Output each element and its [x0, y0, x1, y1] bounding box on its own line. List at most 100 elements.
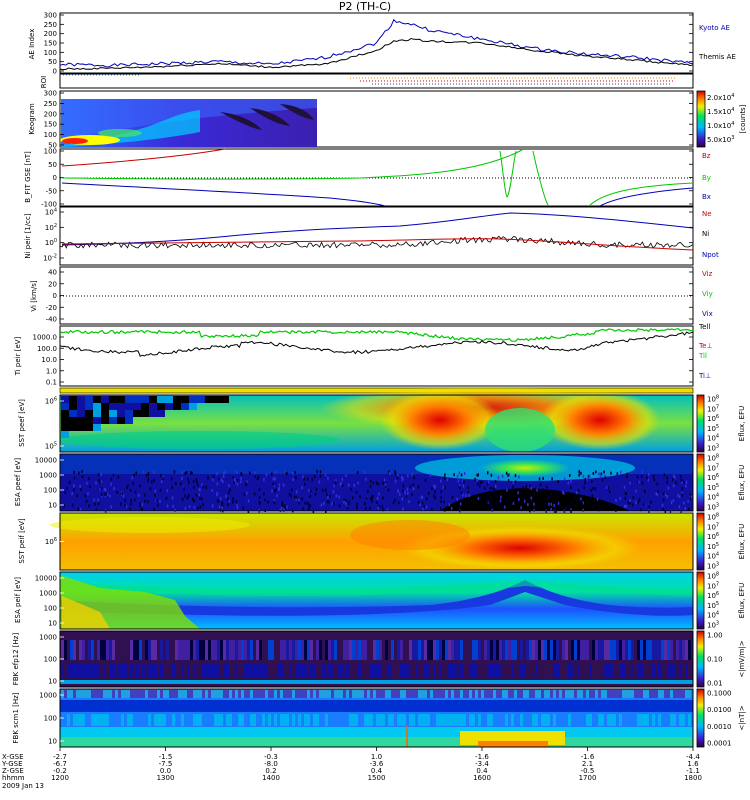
esa-e-speck [394, 479, 397, 483]
fbk-e-stripe [109, 663, 112, 677]
fbk-b-stripe [433, 690, 436, 698]
esa-e-speck [462, 484, 465, 488]
fbk-b-stripe [442, 690, 445, 698]
esa-e-speck [675, 481, 677, 485]
fbk-e-stripe [685, 640, 688, 660]
fbk-b-stripe [151, 714, 154, 726]
fbk-e-stripe [61, 663, 64, 677]
esa-e-speck [527, 503, 529, 507]
fbk-e-stripe [307, 640, 310, 660]
esa-e-speck [193, 485, 195, 489]
esa-e-speck [492, 486, 494, 490]
fbk-e-stripe [508, 663, 511, 677]
ytick-label: 102 [45, 223, 57, 232]
esa-e-speck [635, 489, 637, 493]
xtick-label: -6.7 [53, 760, 67, 768]
fbk-b-stripe [343, 690, 346, 698]
fbk-b-stripe [295, 714, 298, 726]
esa-e-speck [459, 502, 462, 506]
fbk-e-stripe [616, 663, 619, 677]
fbk-e-stripe [142, 663, 145, 677]
esa-e-speck [487, 492, 490, 496]
esa-e-speck [457, 479, 460, 483]
fbk-e-stripe [202, 663, 205, 677]
esa-e-speck [624, 497, 626, 501]
esa-e-speck [563, 477, 566, 481]
fbk-b-stripe [616, 690, 619, 698]
ne-line [61, 238, 694, 251]
fbk-e-stripe [544, 663, 547, 677]
fbk-b-stripe [481, 690, 484, 698]
esa-e-speck [141, 507, 144, 511]
fbk-b-stripe [586, 714, 589, 726]
fbk-b-stripe [334, 690, 337, 698]
fbk-b-stripe [454, 690, 457, 698]
esa-e-speck [655, 492, 657, 496]
esa-e-speck [225, 494, 227, 498]
esa-e-speck [440, 490, 442, 494]
fbk-b-stripe [184, 690, 187, 698]
esa-e-speck [606, 486, 608, 489]
fbk-b-stripe [82, 690, 85, 698]
esa-e-speck [595, 470, 597, 474]
fbk-e-stripe [577, 640, 580, 660]
esa-e-speck [592, 472, 595, 475]
fbk-e-stripe [598, 640, 601, 660]
fbk-b-stripe [355, 714, 358, 726]
fbk-b-stripe [265, 690, 268, 698]
fbk-b-stripe [400, 690, 403, 698]
esa-e-speck [440, 500, 442, 504]
fbk-b-stripe [526, 714, 529, 726]
esa-e-speck [471, 497, 473, 501]
esa-e-speck [476, 473, 478, 477]
esa-e-speck [542, 477, 544, 480]
fbk-e-stripe [652, 640, 655, 660]
fbk-b-stripe [505, 714, 508, 726]
x-row-label-ygse: Y-GSE [1, 760, 23, 768]
fbk-e-stripe [595, 663, 598, 677]
fbk-e-stripe [154, 663, 157, 677]
fbk-e-stripe [445, 640, 448, 660]
fbk-e-stripe [100, 663, 103, 677]
esa-e-speck [356, 502, 358, 506]
fbk-b-stripe [277, 690, 280, 698]
esa-e-speck [228, 491, 230, 495]
esa-e-speck [222, 480, 224, 484]
esa-e-speck [311, 478, 313, 481]
esa-e-speck [555, 492, 557, 496]
fbk-e-stripe [94, 663, 97, 677]
fbk-e-stripe [244, 640, 247, 660]
esa-e-speck [201, 483, 203, 487]
esa-e-speck [301, 486, 303, 490]
fbk-e-stripe [88, 640, 91, 660]
esa-e-speck [127, 484, 129, 488]
esa-e-speck [460, 473, 463, 477]
fbk-b-stripe [466, 714, 469, 726]
fbk-b-stripe [568, 714, 571, 726]
fbk-b-stripe [193, 690, 196, 698]
esa-e-speck [98, 479, 100, 483]
fbk-e-stripe [163, 663, 166, 677]
sst-e-block [125, 410, 133, 417]
fbk-b-stripe [289, 714, 292, 726]
fbk-e-stripe [175, 640, 178, 660]
xtick-label: 1400 [262, 774, 280, 782]
esa-e-speck [554, 505, 557, 509]
fbk-e-stripe [364, 640, 367, 660]
fbk-e-stripe [187, 663, 190, 677]
fbk-b-stripe [469, 714, 472, 726]
esa-e-speck [156, 499, 158, 502]
xtick-label: -1.6 [475, 753, 489, 761]
esa-e-speck [616, 472, 619, 476]
esa-e-speck [431, 508, 433, 511]
esa-e-speck [681, 487, 683, 491]
fbk-e-stripe [343, 640, 346, 660]
sst-e-block [221, 396, 229, 403]
fbk-b-stripe [76, 690, 79, 698]
esa-e-speck [646, 476, 648, 480]
esa-e-speck [298, 501, 300, 505]
fbk-b-stripe [262, 690, 265, 698]
fbk-e-stripe [664, 663, 667, 677]
fbk-e-stripe [613, 640, 616, 660]
esa-e-speck [338, 495, 340, 499]
